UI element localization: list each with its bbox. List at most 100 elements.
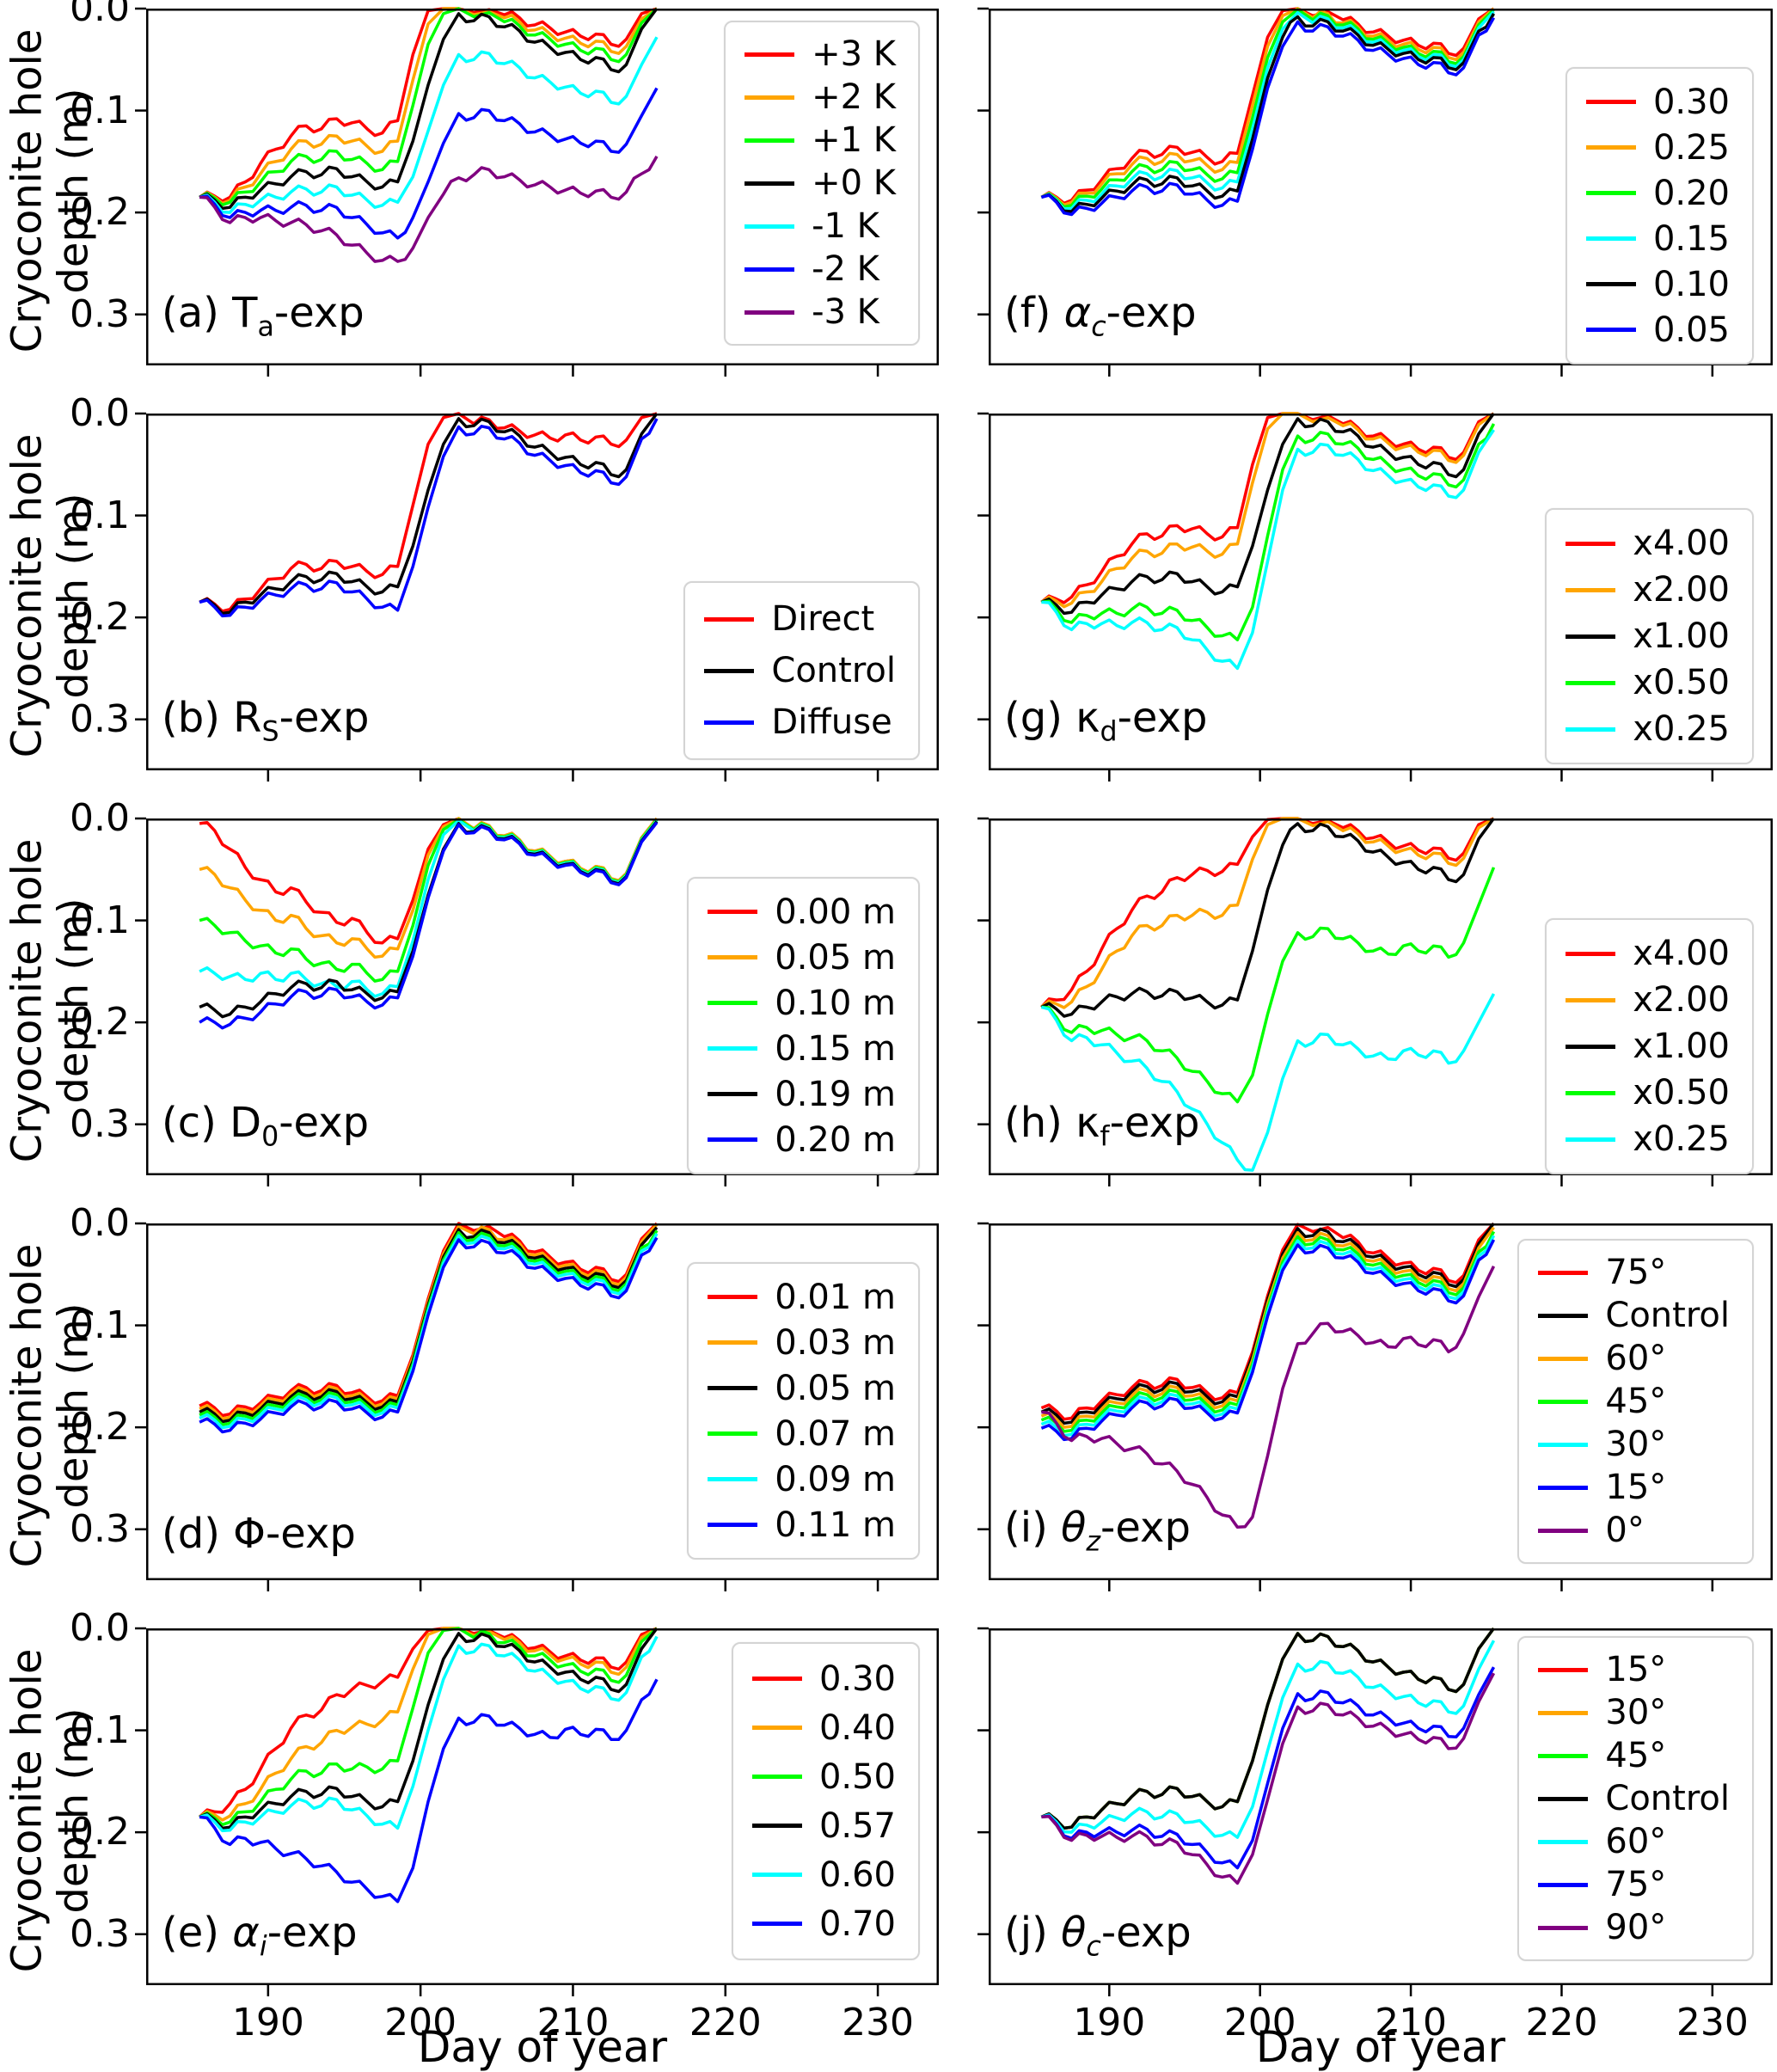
legend-label: 0.20	[1652, 173, 1730, 213]
legend-line-sample	[745, 95, 795, 100]
series-line-g-x4.00	[1040, 412, 1495, 604]
legend-line-sample	[708, 1523, 758, 1527]
series-line-f-0.20	[1040, 8, 1495, 209]
axes-spines	[989, 1223, 1773, 1580]
legend-line-sample	[708, 1137, 758, 1142]
legend-line-sample	[1566, 680, 1616, 685]
series-line-f-0.10	[1040, 13, 1496, 213]
legend-line-sample	[704, 616, 755, 622]
legend-line-sample	[745, 310, 795, 315]
plot-area-c	[135, 817, 939, 1186]
legend-line-sample	[1538, 1442, 1589, 1447]
series-line-f-0.25	[1040, 7, 1495, 207]
legend-label: 45°	[1605, 1736, 1667, 1775]
panel-title-e: (e) αi-exp	[162, 1909, 358, 1963]
axes-spines	[989, 1628, 1773, 1985]
legend-label: 0.07 m	[775, 1413, 896, 1454]
legend-label: 0.15 m	[775, 1028, 896, 1069]
y-tick-label: 0.3	[70, 1506, 130, 1551]
x-tick-label: 230	[1676, 2001, 1749, 2044]
legend-entry: 75°	[1538, 1863, 1730, 1906]
y-tick-label: 0.1	[70, 1303, 130, 1347]
y-tick-label: 0.1	[70, 493, 130, 537]
axes-spines	[146, 1223, 939, 1580]
legend-label: Control	[1605, 1779, 1730, 1818]
legend-label: 0.05	[1652, 310, 1730, 350]
legend-entry: 0.15	[1585, 216, 1730, 261]
legend-label: 0.20 m	[775, 1119, 896, 1160]
series-line-g-x2.00	[1040, 412, 1495, 609]
y-tick-label: 0.1	[70, 88, 130, 132]
series-line-i-15	[1040, 1239, 1496, 1442]
legend-entry: Diffuse	[704, 696, 896, 748]
series-line-e-0.60	[199, 1635, 659, 1833]
legend-b: Direct Control Diffuse	[683, 581, 920, 760]
legend-line-sample	[751, 1922, 802, 1926]
series-line-e-0.70	[199, 1678, 659, 1903]
legend-label: 0.05 m	[775, 937, 896, 978]
legend-label: 60°	[1605, 1339, 1667, 1378]
legend-label: 0.57	[818, 1805, 896, 1846]
legend-line-sample	[751, 1775, 802, 1779]
legend-entry: 60°	[1538, 1820, 1730, 1863]
legend-label: x1.00	[1633, 1027, 1730, 1066]
legend-label: 90°	[1605, 1908, 1667, 1947]
legend-entry: 0.40	[751, 1703, 896, 1752]
legend-label: 0.15	[1652, 218, 1730, 259]
legend-line-sample	[1566, 634, 1616, 639]
series-line-j-Control	[1040, 1627, 1495, 1830]
axes-spines	[989, 414, 1773, 770]
series-line-a--1K	[199, 36, 659, 214]
legend-label: Control	[1605, 1296, 1730, 1335]
legend-entry: 75°	[1538, 1251, 1730, 1294]
legend-entry: x4.00	[1566, 930, 1730, 977]
axes-spines	[146, 9, 939, 365]
legend-line-sample	[708, 1092, 758, 1096]
legend-entry: 0.05	[1585, 307, 1730, 352]
y-tick-label: 0.1	[70, 1707, 130, 1752]
legend-entry: 0.10	[1585, 261, 1730, 307]
series-line-j-60	[1040, 1640, 1496, 1839]
legend-entry: 0.70	[751, 1899, 896, 1948]
legend-entry: 0.01 m	[708, 1274, 896, 1320]
legend-line-sample	[1538, 1356, 1589, 1361]
legend-entry: Control	[1538, 1294, 1730, 1337]
legend-label: x1.00	[1633, 616, 1730, 656]
legend-entry: 45°	[1538, 1380, 1730, 1423]
legend-label: -2 K	[812, 249, 879, 289]
legend-entry: 0.10 m	[708, 980, 896, 1026]
series-line-g-x0.50	[1041, 423, 1496, 641]
legend-label: x0.25	[1633, 709, 1730, 749]
legend-line-sample	[745, 52, 795, 57]
legend-entry: Control	[1538, 1777, 1730, 1820]
legend-label: 0.19 m	[775, 1074, 896, 1114]
x-tick-label: 230	[842, 2001, 915, 2044]
legend-line-sample	[751, 1824, 802, 1828]
legend-line-sample	[704, 720, 755, 725]
series-line-j-75	[1041, 1666, 1496, 1870]
legend-line-sample	[1585, 100, 1636, 104]
subplot-f: (f) αc-exp 0.30 0.25 0.20 0.15 0.10 0.05	[977, 7, 1773, 377]
panel-title-f: (f) αc-exp	[1004, 289, 1197, 343]
series-line-c-0.20m	[199, 821, 659, 1030]
legend-entry: 0.50	[751, 1752, 896, 1801]
legend-line-sample	[1566, 726, 1616, 732]
axes-spines	[146, 818, 939, 1175]
plot-area-e	[135, 1627, 939, 1996]
subplot-c: 0.0 0.1 0.2 0.3 (c) D0-exp 0.00 m 0.05 m 0.10 m…	[70, 800, 939, 1186]
series-line-b-Direct	[199, 412, 658, 613]
legend-label: x4.00	[1633, 524, 1730, 563]
legend-line-sample	[708, 1046, 758, 1051]
legend-line-sample	[708, 910, 758, 914]
legend-entry: 0.00 m	[708, 889, 896, 935]
series-line-d-0.05m	[199, 1226, 659, 1424]
x-axis-label: Day of year	[417, 2022, 668, 2072]
legend-entry: x0.25	[1566, 706, 1730, 752]
legend-line-sample	[751, 1726, 802, 1730]
legend-entry: +0 K	[745, 162, 896, 205]
x-tick-label: 220	[1525, 2001, 1598, 2044]
legend-entry: -1 K	[745, 205, 896, 248]
plot-area-i	[977, 1222, 1773, 1591]
x-tick-label: 200	[384, 2001, 457, 2044]
legend-line-sample	[1538, 1270, 1589, 1275]
